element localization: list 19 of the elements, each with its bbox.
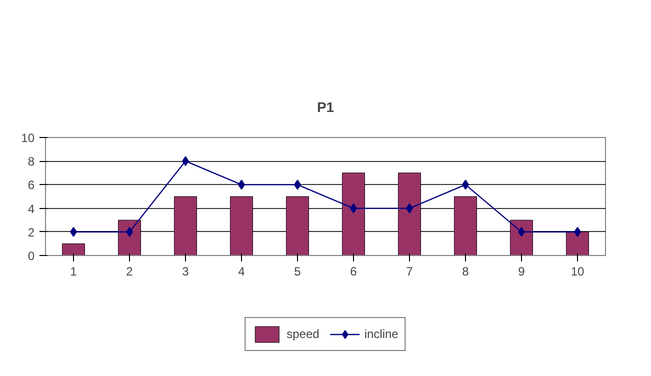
legend-label: incline (364, 327, 398, 341)
chart-title: P1 (316, 99, 334, 115)
y-tick-label: 2 (28, 225, 35, 240)
x-tick-label: 4 (238, 264, 246, 278)
y-tick-label: 8 (28, 154, 35, 169)
legend-label: speed (286, 327, 320, 341)
y-tick-label: 4 (28, 202, 35, 216)
x-tick-label: 1 (70, 264, 78, 278)
y-tick-label: 0 (28, 249, 35, 263)
x-tick-label: 7 (406, 264, 414, 278)
x-tick-label: 9 (518, 264, 526, 278)
x-tick-label: 10 (570, 264, 584, 278)
x-tick-label: 6 (350, 264, 358, 278)
x-tick-label: 3 (182, 264, 190, 278)
x-tick-label: 8 (462, 264, 470, 278)
x-tick-label: 2 (126, 264, 134, 278)
y-tick-label: 10 (21, 131, 35, 145)
x-tick-label: 5 (294, 264, 302, 278)
y-tick-label: 6 (28, 178, 35, 192)
